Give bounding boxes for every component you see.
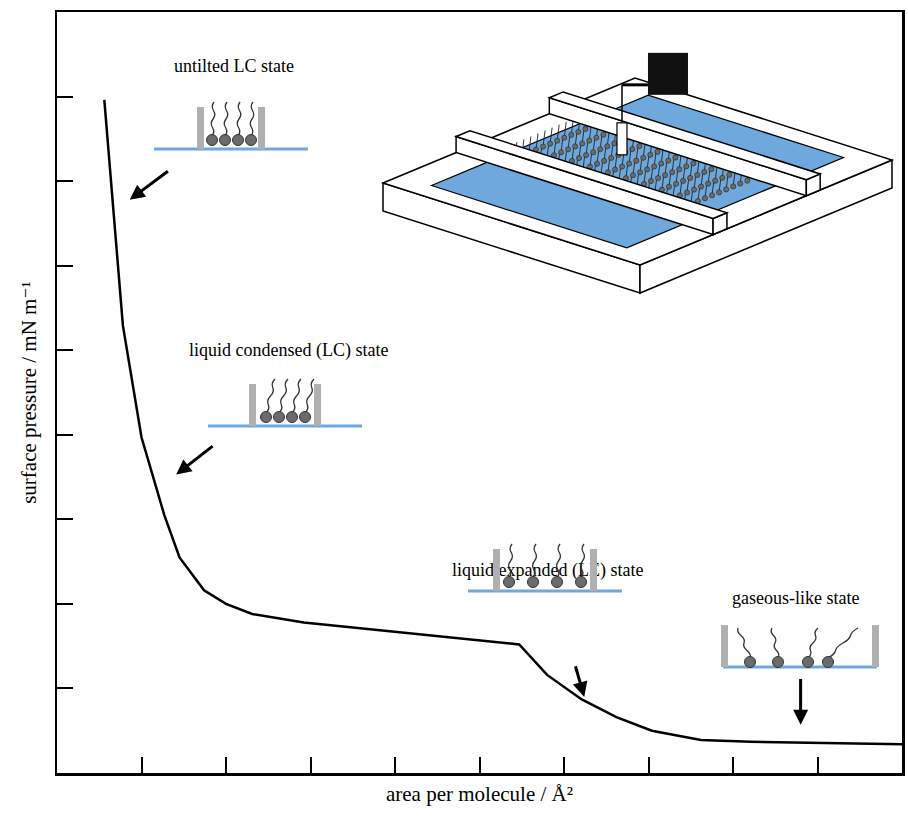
svg-text:gaseous-like state: gaseous-like state (732, 588, 859, 608)
svg-text:area per molecule / Å²: area per molecule / Å² (386, 782, 573, 806)
svg-text:surface pressure / mN m⁻¹: surface pressure / mN m⁻¹ (17, 281, 41, 504)
svg-text:liquid condensed (LC) state: liquid condensed (LC) state (189, 340, 388, 361)
svg-text:untilted LC state: untilted LC state (174, 56, 294, 76)
svg-text:liquid expanded (LE) state: liquid expanded (LE) state (452, 560, 643, 581)
